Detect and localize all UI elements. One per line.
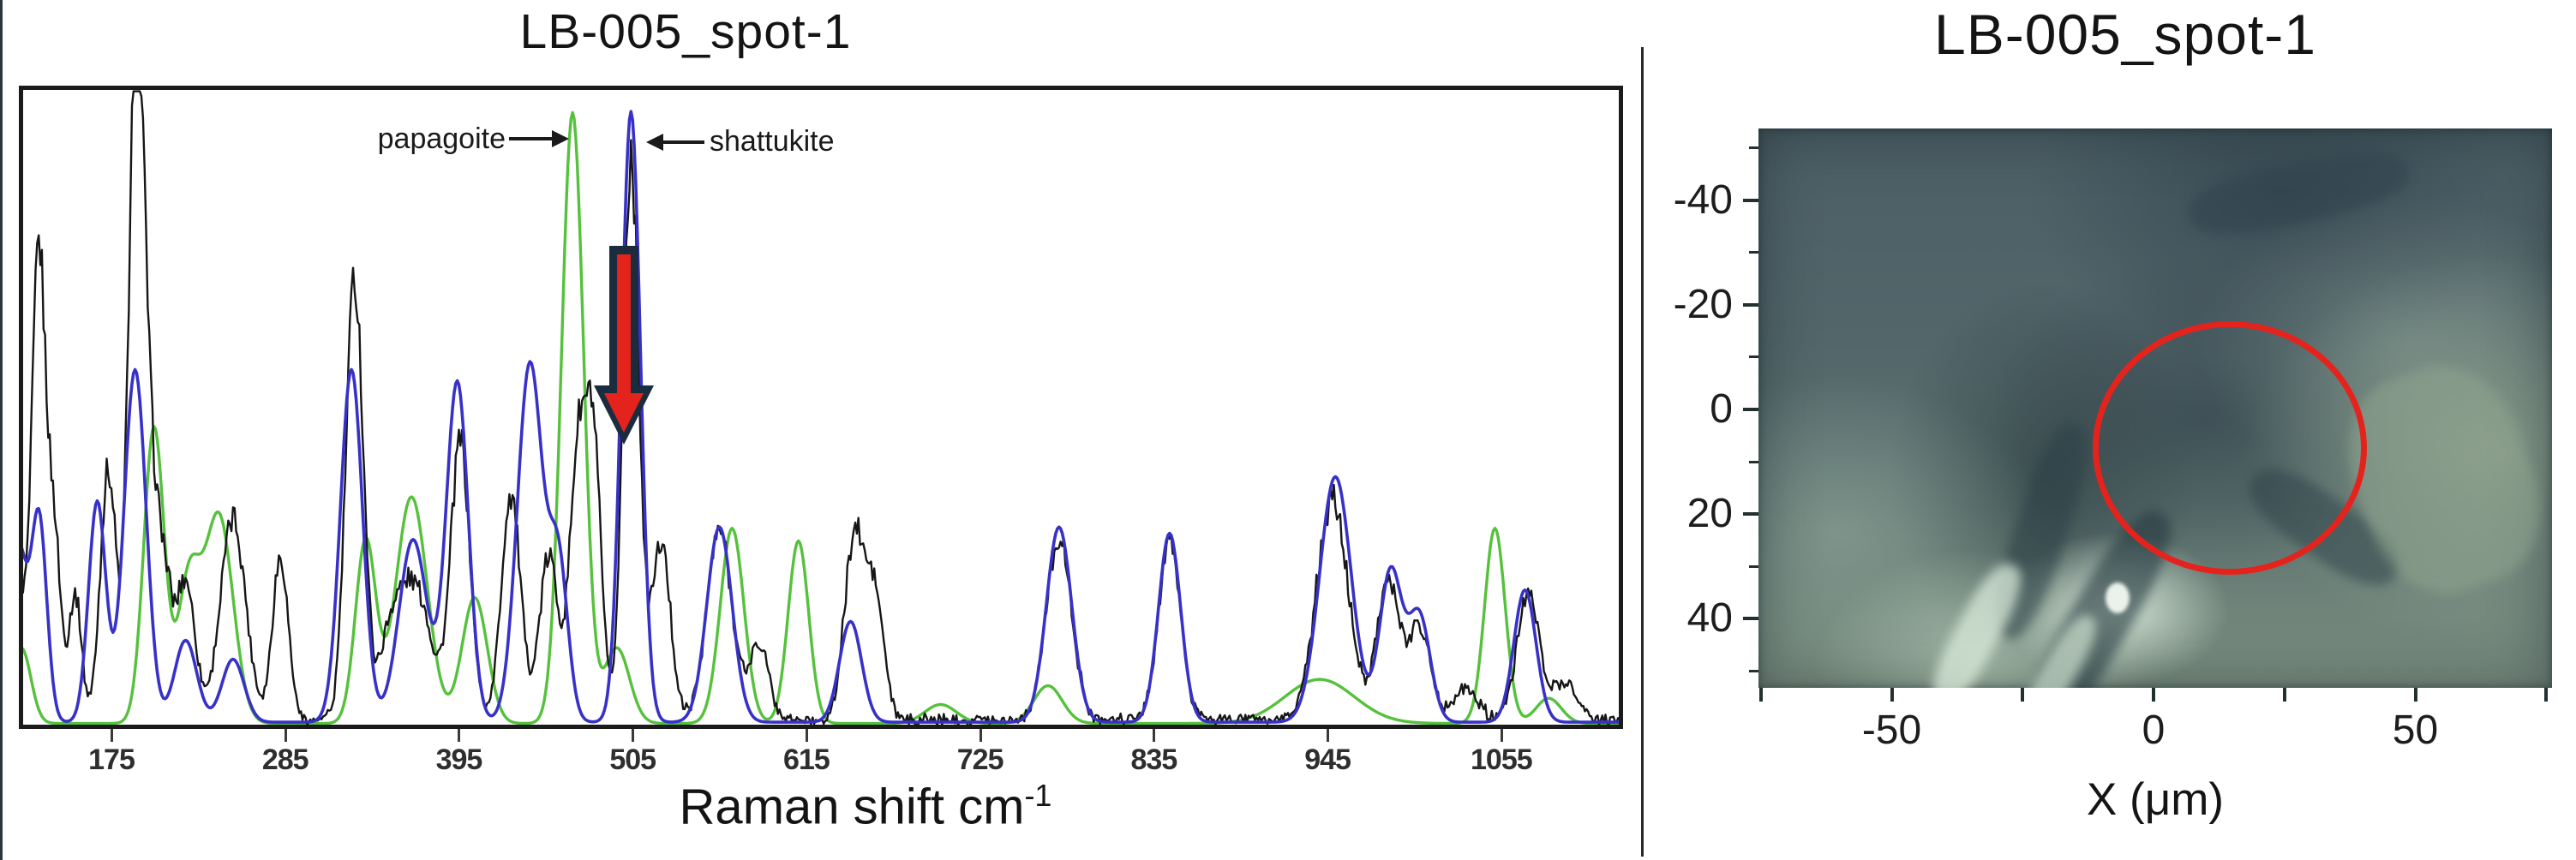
- micrograph-y-tick-label: 0: [1710, 386, 1733, 432]
- micrograph-image: [1758, 128, 2552, 688]
- micrograph-x-tick: [1890, 688, 1894, 702]
- micrograph-y-minor-tick: [1749, 251, 1758, 254]
- spectrum-x-tick: [1153, 729, 1156, 742]
- bright-spot: [2106, 582, 2130, 613]
- micrograph-x-axis-label: X (μm): [2086, 774, 2225, 825]
- micrograph-y-minor-tick: [1749, 670, 1758, 672]
- papagoite-annotation-label: papagoite: [377, 122, 506, 155]
- micrograph-y-tick-label: -20: [1673, 281, 1733, 327]
- micrograph-x-tick-label: -50: [1861, 708, 1922, 753]
- micrograph-y-tick: [1743, 408, 1758, 411]
- x-axis-label-text: Raman shift cm: [679, 779, 1025, 835]
- micrograph-x-tick: [2413, 688, 2417, 702]
- roi-circle: [2093, 321, 2367, 575]
- spectrum-plot: [23, 90, 1619, 725]
- spectrum-x-tick: [1500, 729, 1503, 742]
- micrograph-x-tick: [2282, 688, 2286, 702]
- micrograph-y-tick: [1743, 512, 1758, 517]
- micrograph-y-minor-tick: [1749, 355, 1758, 359]
- spectrum-x-tick-label: 945: [1304, 744, 1351, 776]
- spectrum-x-tick-label: 725: [956, 744, 1004, 776]
- micrograph-y-minor-tick: [1749, 146, 1758, 149]
- spectrum-x-tick: [284, 729, 287, 742]
- spectrum-x-tick: [632, 729, 635, 742]
- spectrum-x-tick: [111, 729, 113, 742]
- page-left-edge-line: [0, 0, 3, 860]
- micrograph-x-tick: [2152, 688, 2155, 702]
- spectrum-title: LB-005_spot-1: [519, 4, 852, 59]
- spectrum-x-tick-label: 835: [1130, 744, 1178, 776]
- papagoite-arrowhead-icon: [552, 130, 569, 147]
- dark-streak-3: [2183, 140, 2414, 246]
- micrograph-y-tick-label: 20: [1686, 491, 1733, 537]
- shattukite-annotation-label: shattukite: [710, 125, 835, 158]
- micrograph-title: LB-005_spot-1: [1934, 3, 2316, 66]
- spectrum-x-tick-label: 505: [609, 744, 656, 776]
- spectrum-x-tick: [458, 729, 461, 742]
- spectrum-x-tick: [979, 729, 982, 742]
- micrograph-x-tick: [2544, 688, 2549, 702]
- micrograph-y-tick: [1743, 302, 1758, 307]
- micrograph-x-tick-label: 50: [2392, 708, 2439, 753]
- micrograph-y-minor-tick: [1749, 460, 1758, 463]
- spectrum-x-tick: [1327, 729, 1330, 742]
- shattukite-arrowhead-icon: [646, 134, 663, 151]
- spectrum-line-shattukite-blue: [23, 110, 1619, 724]
- micrograph-y-tick: [1743, 617, 1758, 621]
- micrograph-x-tick: [2021, 688, 2025, 702]
- micrograph-y-minor-tick: [1749, 564, 1758, 568]
- spectrum-x-tick-label: 175: [88, 744, 135, 776]
- x-axis-label-superscript: -1: [1024, 778, 1052, 813]
- spectrum-x-axis-label: Raman shift cm-1: [600, 778, 1131, 835]
- spectrum-x-tick-label: 615: [783, 744, 830, 776]
- spectrum-x-tick: [805, 729, 808, 742]
- spectrum-x-tick-label: 285: [261, 744, 309, 776]
- micrograph-x-tick: [1758, 688, 1763, 702]
- spectrum-x-tick-label: 395: [435, 744, 483, 776]
- micrograph-y-tick-label: -40: [1673, 176, 1733, 223]
- micrograph-x-tick-label: 0: [2142, 708, 2166, 753]
- micrograph-y-tick: [1743, 198, 1758, 202]
- spectrum-x-tick-label: 1055: [1471, 744, 1533, 776]
- micrograph-y-tick-label: 40: [1686, 595, 1733, 642]
- highlight-arrow-icon: [604, 254, 644, 433]
- panel-divider-line: [1641, 47, 1644, 857]
